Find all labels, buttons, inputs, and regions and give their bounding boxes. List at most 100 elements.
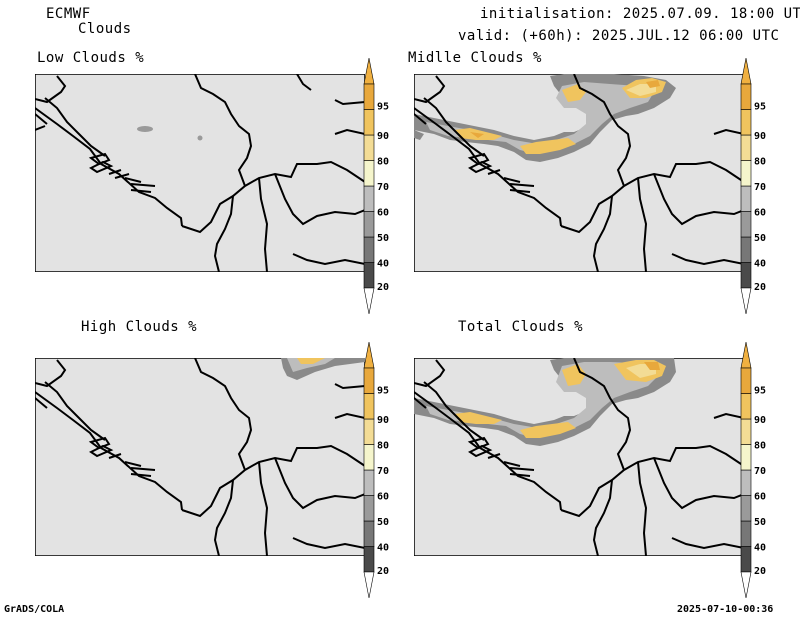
island bbox=[124, 177, 142, 183]
colorbar-segment bbox=[363, 520, 375, 547]
colorbar-tick-label: 80 bbox=[377, 157, 389, 168]
island bbox=[467, 436, 490, 450]
island bbox=[414, 397, 427, 409]
colorbar-segment bbox=[363, 83, 375, 110]
colorbar-segment bbox=[740, 236, 752, 263]
colorbar-tick-label: 90 bbox=[377, 131, 389, 142]
border-line bbox=[44, 97, 106, 157]
border-line bbox=[414, 359, 446, 388]
map-middle-clouds bbox=[414, 74, 744, 272]
footer-timestamp: 2025-07-10-00:36 bbox=[677, 604, 774, 615]
colorbar-segment bbox=[363, 185, 375, 212]
border-line bbox=[213, 479, 234, 556]
island bbox=[509, 189, 531, 193]
island bbox=[114, 173, 130, 179]
border-line bbox=[44, 381, 106, 441]
border-line bbox=[274, 457, 365, 510]
colorbar-over-triangle bbox=[740, 341, 752, 369]
cloud-field-yellow bbox=[454, 412, 502, 424]
colorbar-segment bbox=[740, 367, 752, 394]
colorbar-segment bbox=[740, 495, 752, 522]
border-line bbox=[292, 537, 365, 550]
island bbox=[487, 453, 501, 459]
border-line bbox=[296, 74, 312, 91]
colorbar-segment bbox=[740, 520, 752, 547]
colorbar-segment bbox=[363, 134, 375, 161]
panel-title-middle: Midlle Clouds % bbox=[408, 50, 542, 66]
colorbar-tick-label: 40 bbox=[377, 259, 389, 270]
border-line bbox=[592, 195, 613, 272]
panel-title-high: High Clouds % bbox=[81, 319, 198, 335]
island bbox=[468, 160, 493, 174]
colorbar-over-triangle bbox=[363, 57, 375, 85]
cloud-field-gray bbox=[414, 130, 424, 140]
footer-software: GrADS/COLA bbox=[4, 604, 65, 615]
border-line bbox=[181, 160, 365, 234]
cloud-fields bbox=[414, 74, 676, 162]
border-line bbox=[592, 479, 613, 556]
colorbar-segment bbox=[740, 262, 752, 289]
colorbar-tick-label: 60 bbox=[754, 492, 766, 503]
colorbar-tick-label: 50 bbox=[754, 517, 766, 528]
cloud-patch bbox=[197, 135, 203, 141]
colorbar-under-triangle bbox=[363, 287, 375, 315]
border-line bbox=[334, 128, 365, 135]
colorbar-segment bbox=[740, 211, 752, 238]
colorbar-tick-label: 20 bbox=[377, 282, 389, 293]
colorbar-low: 20 40 50 60 70 80 90 95 bbox=[363, 57, 389, 315]
border-line bbox=[653, 173, 744, 226]
colorbar-segment bbox=[363, 546, 375, 573]
map-high-clouds bbox=[35, 358, 365, 556]
colorbar-segment bbox=[740, 469, 752, 496]
colorbar-segment bbox=[363, 160, 375, 187]
colorbar-segment bbox=[363, 418, 375, 445]
colorbar-segment bbox=[363, 109, 375, 136]
colorbar-middle: 20 40 50 60 70 80 90 95 bbox=[740, 57, 766, 315]
border-line bbox=[181, 444, 365, 518]
border-line bbox=[258, 461, 269, 556]
island bbox=[509, 473, 531, 477]
islands bbox=[35, 397, 156, 477]
coastline bbox=[414, 107, 562, 227]
borders bbox=[35, 358, 365, 556]
border-line bbox=[194, 74, 253, 187]
panel-title-low: Low Clouds % bbox=[37, 50, 145, 66]
island bbox=[88, 152, 111, 166]
border-line bbox=[637, 177, 648, 272]
borders bbox=[414, 358, 744, 556]
border-line bbox=[334, 412, 365, 419]
border-line bbox=[573, 74, 632, 187]
colorbar-segment bbox=[740, 109, 752, 136]
colorbar-tick-label: 40 bbox=[754, 259, 766, 270]
cloud-field-orange bbox=[644, 362, 660, 370]
border-line bbox=[213, 195, 234, 272]
colorbar-tick-label: 60 bbox=[377, 208, 389, 219]
colorbar-tick-label: 20 bbox=[754, 282, 766, 293]
colorbar-tick-label: 80 bbox=[754, 441, 766, 452]
colorbar-tick-label: 90 bbox=[377, 415, 389, 426]
colorbar-tick-label: 20 bbox=[377, 566, 389, 577]
cloud-field-yellow bbox=[297, 358, 325, 364]
colorbar-over-triangle bbox=[363, 341, 375, 369]
model-label: ECMWF bbox=[46, 6, 91, 22]
island bbox=[108, 453, 122, 459]
colorbar-segment bbox=[363, 236, 375, 263]
colorbar-under-triangle bbox=[363, 571, 375, 599]
colorbar-tick-label: 50 bbox=[377, 517, 389, 528]
island bbox=[108, 169, 122, 175]
island bbox=[130, 467, 156, 471]
cloud-field-light-yellow bbox=[626, 84, 656, 96]
border-line bbox=[334, 383, 365, 390]
colorbar-tick-label: 70 bbox=[377, 182, 389, 193]
colorbar-segment bbox=[740, 418, 752, 445]
border-line bbox=[292, 253, 365, 266]
colorbar-tick-label: 95 bbox=[377, 102, 389, 113]
islands bbox=[414, 113, 535, 193]
island bbox=[130, 189, 152, 193]
cloud-field-orange bbox=[646, 80, 660, 88]
border-line bbox=[258, 177, 269, 272]
colorbar-over-triangle bbox=[740, 57, 752, 85]
island bbox=[35, 397, 48, 409]
colorbar-segment bbox=[363, 393, 375, 420]
map-background bbox=[35, 358, 365, 556]
